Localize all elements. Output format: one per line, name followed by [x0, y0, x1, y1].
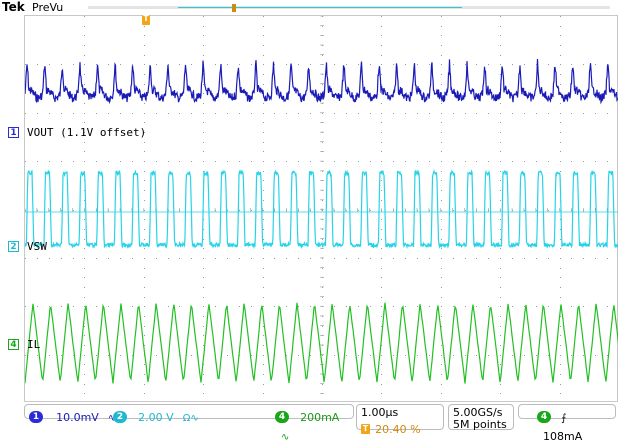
timebase-scale: 1.00μs: [361, 406, 399, 419]
vertical-readouts[interactable]: 1 10.0mV ∿ 2 2.00 V Ω∿ 4 200mA ∿: [24, 404, 354, 443]
trigger-position-indicator: [232, 4, 236, 12]
acquisition-mode-label: PreVu: [32, 1, 64, 14]
ch2-scale: 2.00 V: [138, 411, 174, 424]
ch1-label: VOUT (1.1V offset): [27, 126, 147, 139]
trigger-source-badge: 4: [537, 410, 551, 423]
trigger-position-value: 20.40 %: [375, 423, 421, 436]
ch2-ground-marker[interactable]: 2: [8, 241, 19, 252]
graticule-and-waveforms: [25, 16, 618, 394]
trigger-readout[interactable]: 4 ⨍ 108mA: [518, 404, 616, 443]
ch4-coupling-icon: ∿: [281, 432, 290, 443]
ch4-ground-marker[interactable]: 4: [8, 339, 19, 350]
ch4-badge[interactable]: 4: [275, 410, 289, 423]
trigger-level: 108mA: [543, 430, 583, 443]
acquisition-readout[interactable]: 5.00GS/s 5M points: [448, 404, 514, 431]
ch1-ground-marker[interactable]: 1: [8, 127, 19, 138]
ch4-waveform: [25, 302, 618, 384]
ch2-label: VSW: [27, 240, 47, 253]
ch1-badge[interactable]: 1: [29, 410, 43, 423]
trigger-marker-icon: [142, 15, 150, 25]
record-length: 5M points: [453, 418, 507, 431]
ch4-scale: 200mA: [300, 411, 340, 424]
ch1-coupling-icon: ∿: [107, 413, 117, 424]
graticule-grid: [25, 16, 608, 394]
trigger-time-marker[interactable]: T: [142, 14, 150, 25]
status-bar: Tek PreVu: [0, 0, 618, 16]
ch2-coupling-icon: Ω∿: [182, 413, 199, 424]
ch1-scale: 10.0mV: [56, 411, 99, 424]
ch2-waveform: [25, 168, 618, 250]
brand-label: Tek: [2, 0, 25, 14]
rising-edge-icon: ⨍: [561, 413, 567, 424]
readout-bar: 1 10.0mV ∿ 2 2.00 V Ω∿ 4 200mA ∿ 1.00μs …: [0, 402, 618, 443]
ch2-badge[interactable]: 2: [113, 410, 127, 423]
horizontal-readout[interactable]: 1.00μs T 20.40 %: [356, 404, 444, 436]
ch4-label: IL: [27, 338, 41, 351]
ch1-waveform: [25, 58, 618, 105]
sample-rate: 5.00GS/s: [453, 406, 503, 419]
trigger-position-icon: T: [361, 423, 370, 434]
waveform-display[interactable]: [24, 15, 618, 402]
record-view-window[interactable]: [178, 7, 462, 8]
